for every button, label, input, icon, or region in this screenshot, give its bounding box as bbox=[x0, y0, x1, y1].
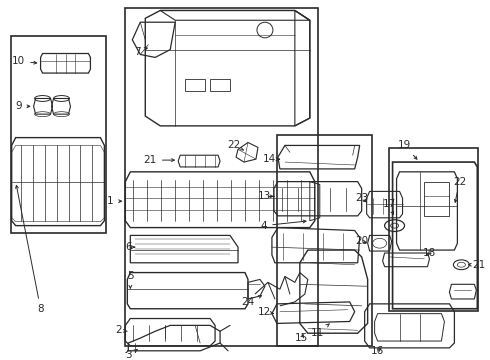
Bar bbox=[185, 79, 205, 91]
Text: 3: 3 bbox=[125, 350, 137, 360]
Bar bbox=[11, 36, 106, 233]
Text: 6: 6 bbox=[125, 242, 135, 252]
Text: 5: 5 bbox=[127, 271, 134, 288]
Bar bbox=[389, 148, 478, 311]
Text: 8: 8 bbox=[16, 185, 44, 314]
Text: 12: 12 bbox=[257, 307, 273, 317]
Bar bbox=[210, 79, 230, 91]
Text: 2: 2 bbox=[115, 325, 127, 335]
Text: 16: 16 bbox=[371, 346, 384, 356]
Text: 15: 15 bbox=[295, 333, 309, 343]
Text: 23: 23 bbox=[355, 193, 368, 203]
Text: 10: 10 bbox=[12, 56, 37, 66]
Text: 13: 13 bbox=[257, 191, 273, 201]
Text: 17: 17 bbox=[383, 199, 396, 215]
Text: 18: 18 bbox=[423, 248, 436, 258]
Bar bbox=[277, 135, 371, 346]
Text: 9: 9 bbox=[15, 101, 30, 111]
Text: 11: 11 bbox=[311, 324, 329, 338]
Text: 14: 14 bbox=[263, 154, 279, 164]
Text: 1: 1 bbox=[107, 196, 122, 206]
Text: 19: 19 bbox=[398, 140, 417, 159]
Bar bbox=[424, 181, 449, 216]
Text: 21: 21 bbox=[144, 155, 174, 165]
Text: 22: 22 bbox=[227, 140, 244, 150]
Text: 20: 20 bbox=[355, 236, 368, 246]
Text: 21: 21 bbox=[468, 260, 486, 270]
Text: 7: 7 bbox=[134, 46, 147, 57]
Text: 24: 24 bbox=[242, 296, 262, 307]
Bar bbox=[125, 8, 318, 346]
Text: 22: 22 bbox=[453, 177, 466, 202]
Text: 4: 4 bbox=[261, 220, 306, 231]
